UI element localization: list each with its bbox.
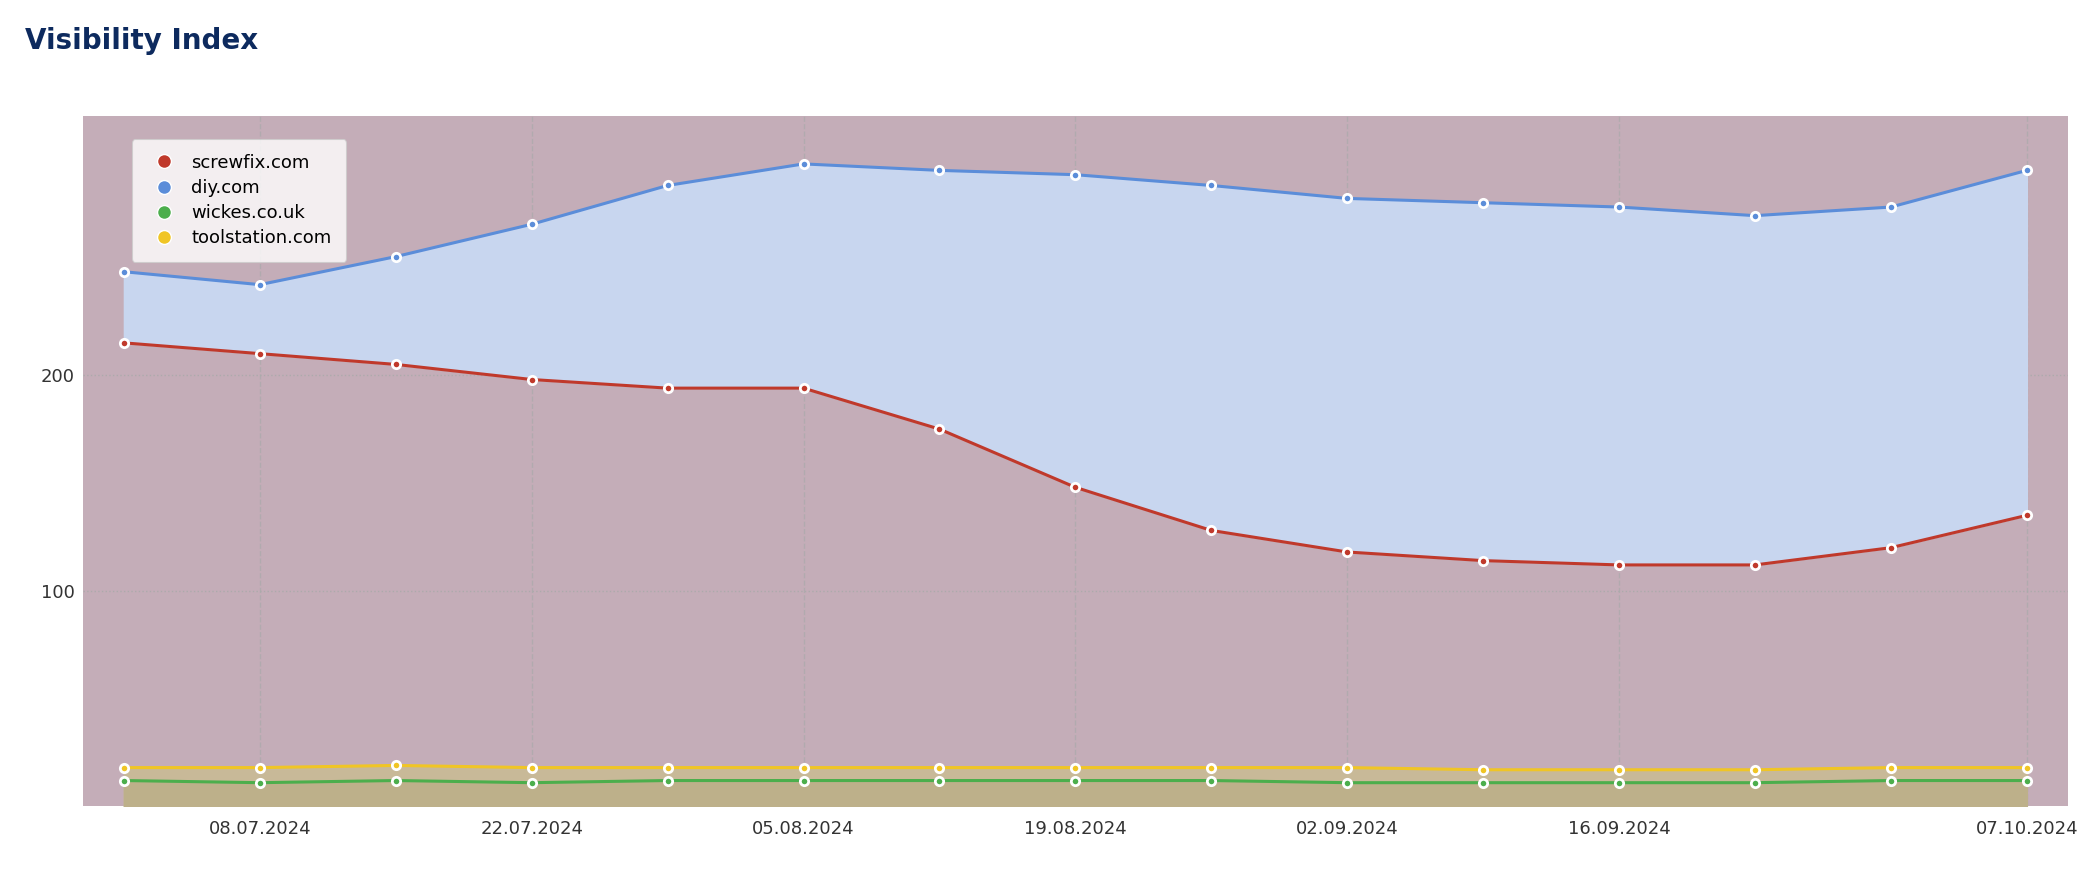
Text: Visibility Index: Visibility Index [25, 27, 258, 55]
Legend: screwfix.com, diy.com, wickes.co.uk, toolstation.com: screwfix.com, diy.com, wickes.co.uk, too… [131, 139, 347, 262]
